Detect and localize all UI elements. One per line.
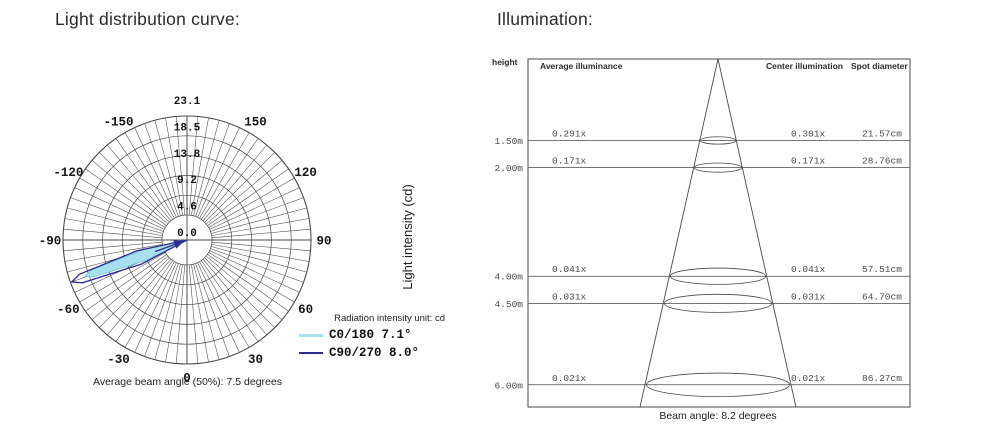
height-label: 1.50m [494,136,523,147]
spot-diameter-value: 57.51cm [862,264,902,275]
legend-item-c0-180: C0/180 7.1° [299,328,445,342]
beam-angle-caption: Beam angle: 8.2 degrees [659,410,777,422]
c0-180-label: C0/180 7.1° [329,328,412,342]
center-illumination-value: 0.021x [791,373,826,384]
radiation-unit-label: Radiation intensity unit: cd [334,313,445,324]
beam-arrowhead [173,240,185,249]
c0-180-line-swatch [299,333,323,337]
center-illumination-value: 0.301x [791,128,826,139]
light-distribution-title: Light distribution curve: [55,9,240,29]
radial-tick-label: 18.5 [174,122,201,134]
spot-ellipse [699,136,737,145]
radial-tick-label: 9.2 [177,175,197,187]
spot-ellipse [663,293,773,313]
spot-diameter-value: 64.70cm [862,291,902,302]
polar-labels: 0.0 4.6 9.2 13.8 18.5 23.1 0 30 60 90 120 150 -150 -1… [39,96,332,385]
average-illuminance-value: 0.041x [552,264,587,275]
average-illuminance-column-header: Average illuminance [540,61,623,71]
angle-tick-label: 0 [183,371,191,385]
spot-ellipse [693,162,743,173]
angle-tick-label: -150 [103,116,133,130]
illumination-row: 4.50m 0.031x 0.031x 64.70cm [494,291,910,313]
average-illuminance-value: 0.021x [552,373,587,384]
center-illumination-value: 0.171x [791,156,826,167]
c90-270-line-swatch [299,352,323,354]
angle-tick-label: 60 [298,303,313,317]
polar-grid [62,115,312,365]
light-intensity-axis-label: Light intensity (cd) [400,184,415,290]
height-column-header: height [492,57,518,67]
illumination-row: 1.50m 0.291x 0.301x 21.57cm [494,128,910,147]
angle-tick-label: 90 [316,234,331,248]
cone-right-edge [717,58,797,408]
height-label: 4.50m [494,299,523,310]
spot-ellipse [646,372,790,397]
radial-tick-label: 4.6 [177,202,197,214]
angle-tick-label: -90 [39,234,62,248]
illumination-row: 6.00m 0.021x 0.021x 86.27cm [494,372,910,397]
polar-legend: Radiation intensity unit: cd C0/180 7.1°… [299,313,445,360]
radial-tick-label: 23.1 [174,96,201,108]
center-illumination-value: 0.041x [791,264,826,275]
radial-tick-label: 13.8 [174,149,201,161]
beam-lobes [70,239,188,284]
height-label: 4.00m [494,272,523,283]
angle-tick-label: 120 [294,166,317,180]
spot-ellipse [669,267,767,285]
angle-tick-label: -60 [57,303,80,317]
height-label: 2.00m [494,163,523,174]
polar-chart-svg: 0.0 4.6 9.2 13.8 18.5 23.1 0 30 60 90 120 150 -150 -1… [39,96,332,385]
average-illuminance-value: 0.291x [552,128,587,139]
illumination-row: 2.00m 0.171x 0.171x 28.76cm [494,156,910,174]
angle-tick-label: -30 [107,353,130,367]
center-illumination-value: 0.031x [791,291,826,302]
legend-item-c90-270: C90/270 8.0° [299,346,445,360]
average-illuminance-value: 0.031x [552,291,587,302]
spot-diameter-value: 28.76cm [862,156,902,167]
angle-tick-label: 30 [248,353,263,367]
spot-diameter-value: 86.27cm [862,373,902,384]
spot-diameter-column-header: Spot diameter [851,61,908,71]
illumination-diagram-svg: 1.50m 0.291x 0.301x 21.57cm 2.00m 0.171x 0.171… [494,58,911,408]
c90-270-lobe [70,239,188,284]
illumination-frame [527,58,911,408]
radial-tick-label: 0.0 [177,228,197,240]
spot-diameter-value: 21.57cm [862,128,902,139]
height-label: 6.00m [494,380,523,391]
c90-270-label: C90/270 8.0° [329,346,420,360]
angle-tick-label: -120 [53,166,83,180]
center-illumination-column-header: Center illumination [766,61,843,71]
illumination-title: Illumination: [497,9,593,29]
average-illuminance-value: 0.171x [552,156,587,167]
angle-tick-label: 150 [244,116,267,130]
cone-left-edge [639,58,719,408]
average-beam-angle-caption: Average beam angle (50%): 7.5 degrees [93,376,282,388]
illumination-row: 4.00m 0.041x 0.041x 57.51cm [494,264,910,285]
